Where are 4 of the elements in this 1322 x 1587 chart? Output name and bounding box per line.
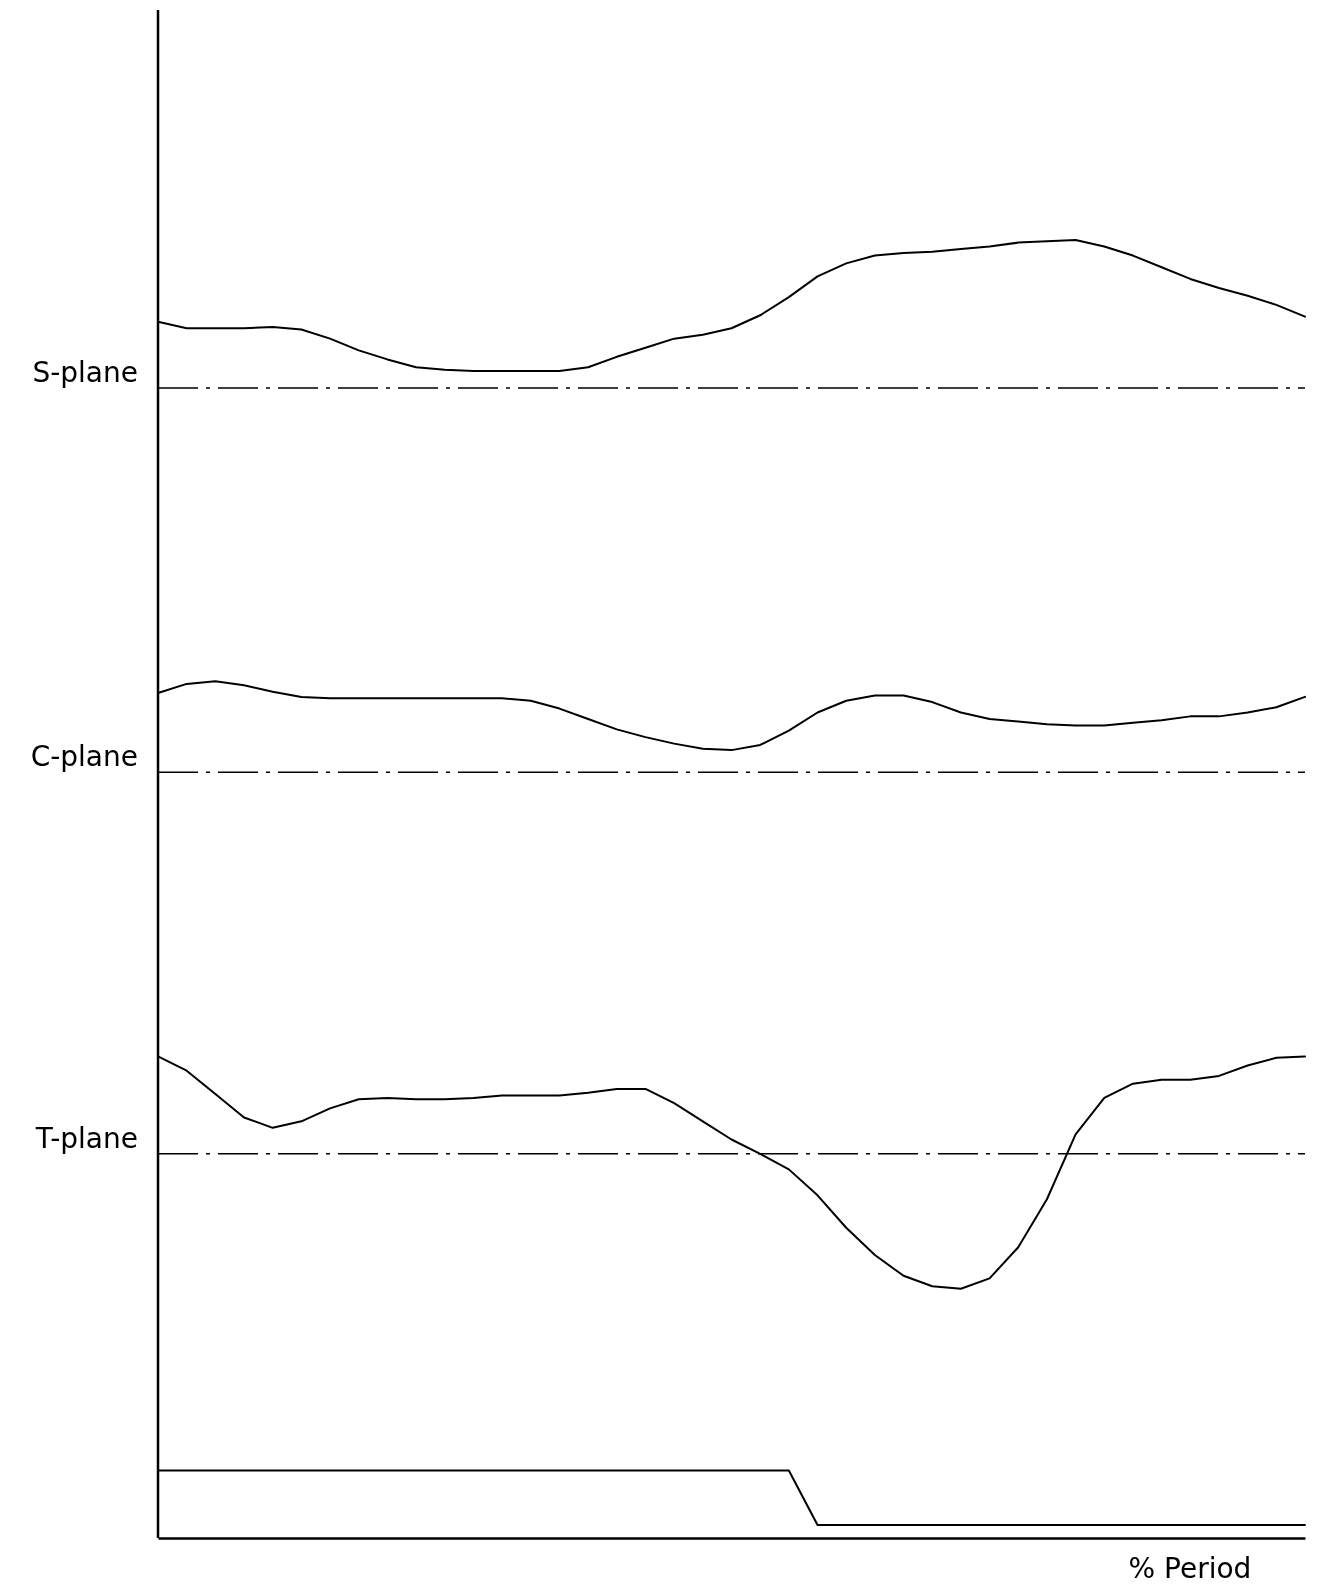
- x-axis-title: % Period: [1128, 1552, 1252, 1585]
- ref-line-label: S-plane: [32, 355, 138, 389]
- ref-line-label: C-plane: [30, 740, 138, 774]
- ref-line-label: T-plane: [34, 1121, 138, 1155]
